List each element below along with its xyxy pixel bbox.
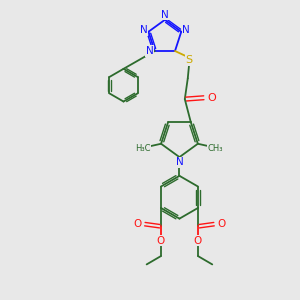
Text: S: S [185,55,193,65]
Text: N: N [146,46,154,56]
Text: O: O [157,236,165,246]
Text: N: N [176,157,183,167]
Text: N: N [161,10,169,20]
Text: H₃C: H₃C [136,144,151,153]
Text: O: O [207,93,216,103]
Text: O: O [218,219,226,229]
Text: N: N [140,25,147,35]
Text: CH₃: CH₃ [207,144,223,153]
Text: N: N [182,25,190,35]
Text: O: O [133,219,141,229]
Text: O: O [194,236,202,246]
